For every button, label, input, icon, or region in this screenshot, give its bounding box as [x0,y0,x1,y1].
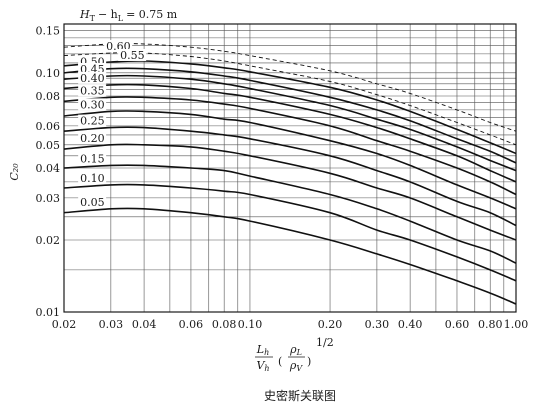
curve-label-bg [78,71,107,84]
y-tick-label: 0.05 [36,139,61,152]
x-tick-labels: 0.02 0.03 0.04 0.06 0.08 0.10 0.20 0.30 0.40 0.60… [52,318,529,331]
x-formula-rho-top: ρ [289,343,297,356]
y-tick-label: 0.10 [36,67,61,80]
curve-0-30 [63,110,517,210]
x-formula-den-sub: h [264,364,269,373]
curve-label: 0.25 [80,115,105,128]
x-formula-rho-bottom: ρ [289,359,297,372]
legend-header: HT − hL = 0.75 m [79,8,178,23]
curve-labels: 0.600.550.500.450.400.350.300.250.200.15… [78,40,147,209]
x-tick-label: 1.00 [504,318,529,331]
curve-0-10 [63,183,517,282]
curve-label-bg [78,131,107,144]
curve-label-bg [78,84,107,97]
x-formula-exponent: 1/2 [316,336,334,349]
y-tick-label: 0.01 [36,306,61,319]
curve-label: 0.35 [80,84,105,97]
x-tick-label: 0.04 [132,318,157,331]
x-formula-rparen: ) [307,355,311,368]
curve-0-40 [63,83,517,183]
curve-label-bg [78,171,107,184]
curve-label-bg [78,195,107,208]
grid [63,23,517,313]
curve-0-75-m [63,43,517,132]
y-tick-label: 0.02 [36,234,61,247]
x-formula-rho-bottom-sub: V [296,364,303,373]
x-tick-label: 0.03 [99,318,124,331]
curve-0-50 [63,67,517,164]
x-formula-lparen: ( [278,355,282,368]
x-tick-label: 0.10 [238,318,263,331]
curve-0-15 [63,164,517,264]
x-tick-label: 0.08 [212,318,237,331]
curve-label: 0.30 [80,98,105,111]
curve-label: 0.10 [80,172,105,185]
x-formula-num: L [256,343,264,356]
svg-text:Lh: Lh [256,343,269,357]
curve-0-55 [63,60,517,155]
y-tick-labels: 0.01 0.02 0.03 0.04 0.05 0.06 0.08 0.10 0.15 [36,25,61,319]
x-tick-label: 0.40 [398,318,423,331]
curve-0-45 [63,74,517,172]
curve-label: 0.20 [80,132,105,145]
curve-0-25 [63,126,517,227]
x-formula-num-sub: h [264,348,269,357]
x-formula-rho-top-sub: L [296,348,302,357]
x-tick-label: 0.60 [445,318,470,331]
curve-label-bg [78,152,107,165]
curve-0-05 [63,207,517,305]
curve-label-bg [78,98,107,111]
x-tick-label: 0.30 [365,318,390,331]
curves [63,43,517,305]
curve-label-bg [118,48,147,61]
legend-header-minus: − h [98,8,118,21]
svg-text:Vh: Vh [256,359,269,373]
curve-0-35 [63,96,517,196]
x-formula-den: V [256,359,265,372]
y-axis-label: C₂₀ [8,163,21,181]
curve-label: 0.15 [80,152,105,165]
y-tick-label: 0.04 [36,162,61,175]
legend-header-rest: = 0.75 m [126,8,178,21]
legend-header-h: H [79,8,90,21]
svg-text:ρV: ρV [289,359,303,373]
curve-label: 0.05 [80,196,105,209]
y-tick-label: 0.03 [36,192,61,205]
y-tick-label: 0.15 [36,25,61,38]
y-tick-label: 0.08 [36,90,61,103]
curve-label-bg [78,114,107,127]
x-tick-label: 0.06 [179,318,204,331]
x-tick-label: 0.20 [318,318,343,331]
legend-header-l-sub: L [118,14,124,23]
svg-text:ρL: ρL [289,343,302,357]
curve-label: 0.55 [120,49,145,62]
x-tick-label: 0.02 [52,318,77,331]
figure-caption: 史密斯关联图 [264,388,336,403]
x-axis-formula: Lh Vh ( ρL ρV ) 1/2 [255,336,334,373]
legend-header-h-sub: T [90,14,96,23]
y-tick-label: 0.06 [36,120,61,133]
curve-0-20 [63,143,517,241]
curve-label: 0.40 [80,72,105,85]
x-tick-label: 0.80 [478,318,503,331]
